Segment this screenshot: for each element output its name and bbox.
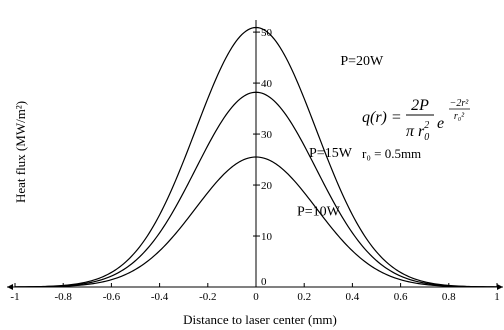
formula-r0: r₀ = 0.5mm [362,146,421,161]
y-tick-label: 10 [261,231,273,243]
y-tick-label: 40 [261,78,273,90]
x-tick-label: -1 [10,291,19,303]
formula-exp-denominator: r₀² [454,111,465,122]
x-tick-label: 0.4 [346,291,360,303]
y-tick-label: 20 [261,180,273,192]
formula-exp-numerator: −2r² [450,98,470,109]
y-axis-title: Heat flux (MW/m²) [13,101,28,203]
x-axis-arrow-left [7,284,13,290]
series-line [14,156,498,288]
x-tick-label: -0.4 [151,291,169,303]
series-label: P=15W [309,146,353,161]
x-tick-label: 0.2 [297,291,311,303]
series-labels: P=20W P=15W P=10W [297,54,384,219]
x-axis-title: Distance to laser center (mm) [183,312,337,327]
formula-lhs: q(r) = [362,109,402,126]
curves [14,26,498,288]
y-tick-label: 30 [261,129,273,141]
x-tick-label: 1 [494,291,500,303]
series-line [14,26,498,288]
x-tick-label: 0.6 [394,291,408,303]
formula-denominator: π r02 [406,120,429,143]
y-tick-label: 0 [261,276,267,288]
x-axis-arrow-right [497,284,503,290]
formula-numerator: 2P [411,97,429,114]
formula-annotation: q(r) = 2P π r02 e −2r² r₀² r₀ = 0.5mm [362,97,470,161]
x-tick-label: -0.2 [199,291,216,303]
x-tick-label: 0.8 [442,291,456,303]
axes: -1 -0.8 -0.6 -0.4 -0.2 0 0.2 0.4 0.6 0.8 101020304… [7,20,503,303]
series-label: P=10W [297,205,341,220]
x-tick-label: -0.6 [103,291,121,303]
y-tick-label: 50 [261,27,273,39]
series-line [15,91,497,288]
series-label: P=20W [340,54,384,69]
formula-exp-base: e [437,115,444,132]
x-tick-label: -0.8 [54,291,72,303]
x-tick-label: 0 [253,291,259,303]
